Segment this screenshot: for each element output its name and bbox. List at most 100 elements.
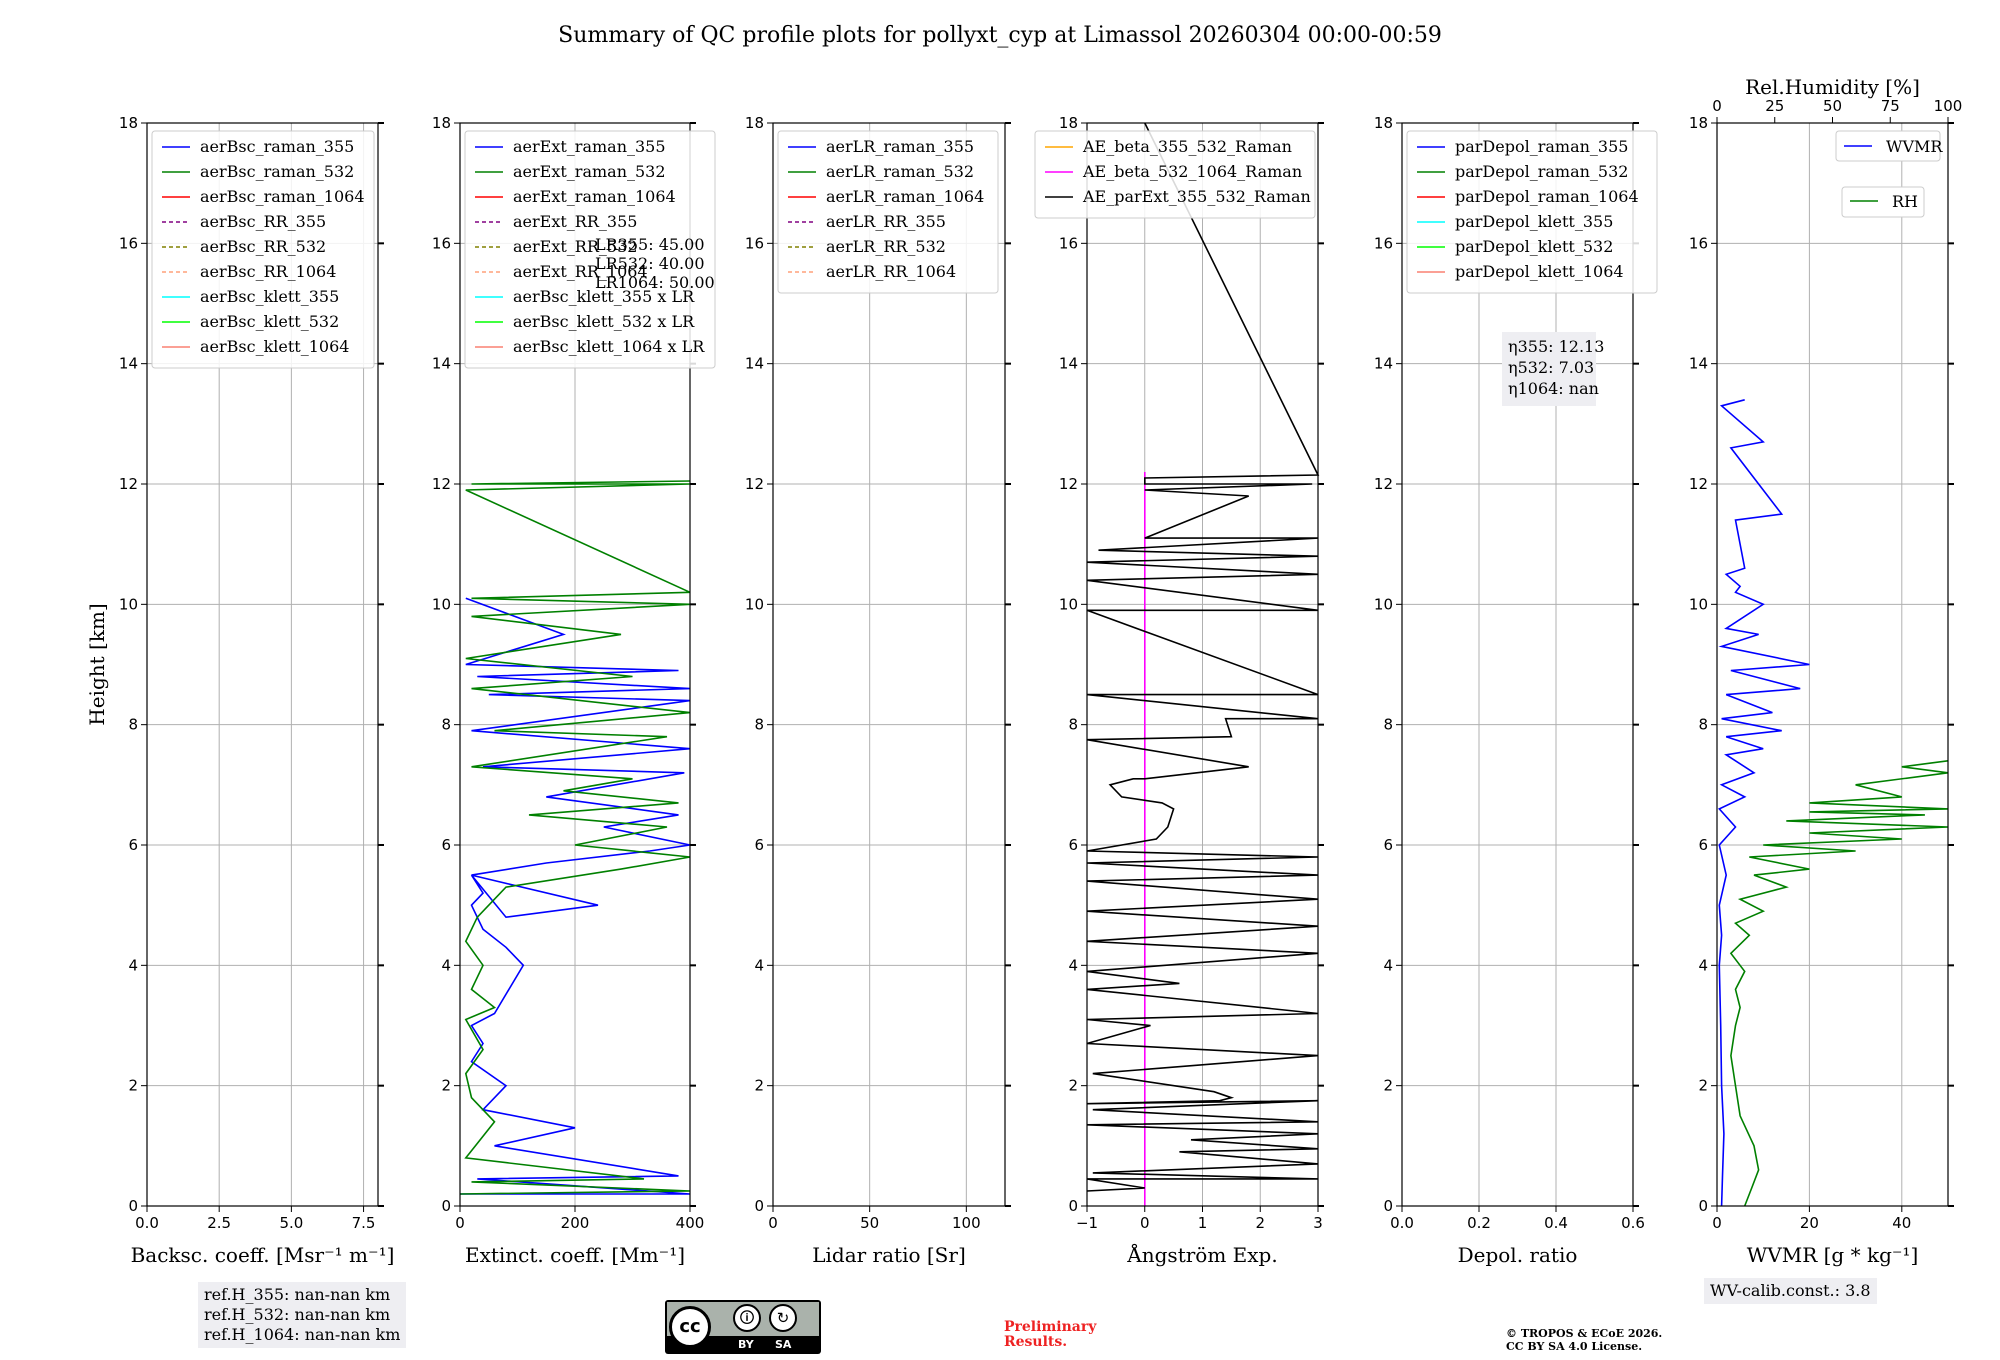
- copyright-note: © TROPOS & ECoE 2026. CC BY SA 4.0 Licen…: [1506, 1327, 1663, 1353]
- lidar-ratio-annotation: LR1064: 50.00: [595, 273, 715, 292]
- legend-label: aerBsc_klett_1064 x LR: [513, 337, 705, 356]
- y-tick-label: 16: [119, 234, 138, 252]
- axes-frame: [1716, 122, 1949, 1207]
- y-tick-label: 16: [745, 234, 764, 252]
- y-tick-label: 8: [441, 716, 451, 734]
- legend-label: aerBsc_klett_532 x LR: [513, 312, 695, 331]
- y-tick-label: 0: [754, 1197, 764, 1215]
- legend-label: aerLR_RR_1064: [826, 262, 956, 281]
- series-line-WVMR: [1717, 399, 1810, 1207]
- x2-tick-label: 0: [1712, 97, 1722, 115]
- legend-box: [1406, 130, 1658, 294]
- preliminary-results-note: Preliminary Results.: [1004, 1319, 1097, 1350]
- x-tick-label: 0: [1712, 1214, 1722, 1232]
- panel-2: 0 2 4 6 8 10 12 14 16 18 0 200 400 Extinct. coeff. [M…: [432, 114, 716, 1267]
- legend-label-RH: RH: [1892, 192, 1918, 211]
- y-tick-label: 4: [128, 956, 138, 974]
- x-tick-label: 0: [1140, 1214, 1150, 1232]
- lidar-ratio-annotation: LR355: 45.00: [595, 235, 705, 254]
- legend-box: [777, 130, 999, 294]
- eta-value: η1064: nan: [1508, 379, 1599, 398]
- legend-label: aerExt_raman_532: [513, 162, 666, 181]
- x2-tick-label: 75: [1881, 97, 1900, 115]
- share-alike-icon: ↻: [769, 1304, 797, 1332]
- y-axis-label: Height [km]: [85, 603, 109, 725]
- legend-box: [464, 130, 716, 369]
- legend-label: parDepol_raman_532: [1455, 162, 1628, 181]
- y-tick-label: 12: [745, 475, 764, 493]
- y-tick-label: 2: [441, 1077, 451, 1095]
- legend-label-WVMR: WVMR: [1886, 137, 1943, 156]
- x-tick-label: 0.6: [1621, 1214, 1645, 1232]
- legend-label: parDepol_klett_532: [1455, 237, 1613, 256]
- x-tick-label: 2.5: [207, 1214, 231, 1232]
- y-tick-label: 6: [128, 836, 138, 854]
- y-tick-label: 14: [432, 355, 451, 373]
- y-tick-label: 6: [1698, 836, 1708, 854]
- legend-label: parDepol_klett_1064: [1455, 262, 1624, 281]
- attribution-person-icon: 🛈: [733, 1304, 761, 1332]
- legend-label: aerBsc_klett_532: [200, 312, 339, 331]
- cc-icon: cc: [669, 1306, 711, 1348]
- y-tick-label: 14: [1689, 355, 1708, 373]
- y-tick-label: 0: [441, 1197, 451, 1215]
- y-tick-label: 2: [1383, 1077, 1393, 1095]
- legend-box: [1034, 130, 1316, 219]
- x2-tick-label: 50: [1823, 97, 1842, 115]
- panel-1: 0 2 4 6 8 10 12 14 16 18 0.0 2.5 5.0 7.5 Backsc. coeff…: [85, 114, 394, 1267]
- eta-value: η532: 7.03: [1508, 358, 1594, 377]
- series-line-aerExt_raman_355: [460, 597, 691, 1195]
- ref-h-355: ref.H_355: nan-nan km: [204, 1285, 391, 1304]
- y-tick-label: 10: [432, 595, 451, 613]
- legend-label: aerExt_RR_1064: [513, 262, 648, 281]
- eta-annotation: η355: 12.13 η532: 7.03 η1064: nan: [1502, 332, 1604, 406]
- x2-tick-label: 100: [1934, 97, 1963, 115]
- series-line-RH: [1729, 760, 1949, 1207]
- x-tick-label: 0: [768, 1214, 778, 1232]
- legend-label: aerExt_raman_355: [513, 137, 666, 156]
- x-axis-label: Backsc. coeff. [Msr⁻¹ m⁻¹]: [131, 1243, 395, 1267]
- y-tick-label: 0: [1068, 1197, 1078, 1215]
- y-tick-label: 18: [1059, 114, 1078, 132]
- x-tick-label: 50: [860, 1214, 879, 1232]
- y-tick-label: 4: [754, 956, 764, 974]
- x-axis-label: Ångström Exp.: [1126, 1242, 1277, 1267]
- legend-label: aerLR_RR_355: [826, 212, 946, 231]
- legend-label: aerLR_raman_355: [826, 137, 974, 156]
- x-tick-label: 0: [455, 1214, 465, 1232]
- x-tick-label: 7.5: [352, 1214, 376, 1232]
- x2-axis-label: Rel.Humidity [%]: [1745, 75, 1920, 99]
- y-tick-label: 12: [1374, 475, 1393, 493]
- x-tick-label: 0.0: [135, 1214, 159, 1232]
- x-tick-label: 0.2: [1467, 1214, 1491, 1232]
- x-tick-label: 40: [1892, 1214, 1911, 1232]
- x-tick-label: 200: [561, 1214, 590, 1232]
- legend-label: aerExt_RR_532: [513, 237, 637, 256]
- legend-label: aerBsc_RR_1064: [200, 262, 336, 281]
- y-tick-label: 8: [754, 716, 764, 734]
- y-tick-label: 0: [1383, 1197, 1393, 1215]
- x-axis-label: WVMR [g * kg⁻¹]: [1747, 1243, 1919, 1267]
- y-tick-label: 18: [1374, 114, 1393, 132]
- y-tick-label: 8: [1383, 716, 1393, 734]
- y-tick-label: 0: [128, 1197, 138, 1215]
- y-tick-label: 6: [1068, 836, 1078, 854]
- y-tick-label: 6: [1383, 836, 1393, 854]
- series-line-aerExt_raman_532: [459, 480, 691, 1195]
- legend-label: AE_parExt_355_532_Raman: [1082, 187, 1311, 206]
- legend-box: [1835, 130, 1941, 162]
- x-tick-label: −1: [1076, 1214, 1098, 1232]
- y-tick-label: 2: [128, 1077, 138, 1095]
- x-axis-label: Extinct. coeff. [Mm⁻¹]: [465, 1243, 685, 1267]
- reference-height-box: ref.H_355: nan-nan km ref.H_532: nan-nan…: [198, 1282, 407, 1348]
- y-tick-label: 10: [119, 595, 138, 613]
- y-tick-label: 12: [1689, 475, 1708, 493]
- wv-calibration-box: WV-calib.const.: 3.8: [1704, 1278, 1877, 1304]
- legend-label: aerBsc_klett_1064: [200, 337, 349, 356]
- by-label: BY: [738, 1338, 754, 1351]
- legend-wvmr: WVMR: [1835, 130, 1943, 162]
- x-tick-label: 100: [952, 1214, 981, 1232]
- legend: aerBsc_raman_355 aerBsc_raman_532 aerBsc_r…: [151, 130, 375, 369]
